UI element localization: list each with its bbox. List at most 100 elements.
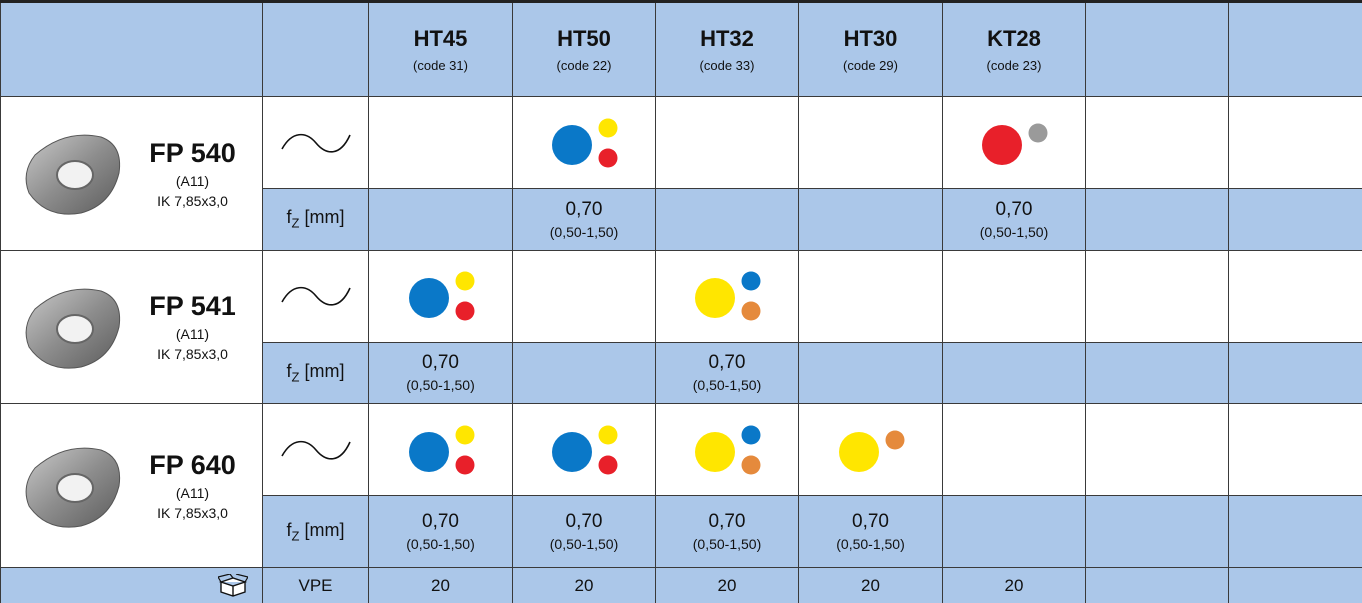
icon [695, 271, 761, 321]
table-cell: FP 640 (A11) IK 7,85x3,0 [0, 403, 263, 568]
column-name: KT28 [987, 26, 1041, 51]
table-row: HT45 (code 31) HT50 (code 22) HT32 (code 33) H… [0, 0, 1362, 97]
column-code: (code 31) [413, 58, 468, 73]
icon [695, 425, 761, 474]
table-cell: 20 [655, 567, 799, 603]
table-cell [798, 249, 943, 343]
table-row: FP 541 (A11) IK 7,85x3,0 [0, 249, 1362, 404]
table-cell: 0,70 (0,50-1,50) [368, 495, 513, 568]
table-cell [798, 96, 943, 189]
fz-symbol: f [286, 360, 292, 381]
product-spec: (A11) [175, 326, 210, 343]
product-name: FP 540 [149, 137, 236, 168]
table-row: fZ [mm] 0,70 (0,50-1,50) 0,70 (0,50-1,50) 0,7… [1, 495, 1362, 568]
fz-subscript: Z [291, 528, 300, 544]
fz-symbol: f [286, 519, 292, 540]
table-cell: 20 [942, 567, 1086, 603]
feed-range: (0,50-1,50) [692, 536, 762, 552]
fz-symbol: f [286, 207, 292, 228]
icon [25, 134, 121, 215]
footer-value: 20 [717, 576, 737, 595]
table-cell [262, 249, 369, 343]
table-cell: 0,70 (0,50-1,50) [798, 495, 943, 568]
table-cell [262, 96, 369, 189]
table-cell [942, 341, 1086, 404]
feed-value: 0,70 [852, 511, 889, 532]
table-cell [1085, 495, 1229, 568]
table-cell [262, 0, 369, 97]
table-cell [655, 96, 799, 189]
column-name: HT30 [843, 26, 898, 51]
table-cell [512, 403, 656, 496]
product-size: IK 7,85x3,0 [157, 505, 228, 521]
icon [25, 447, 121, 527]
icon [838, 430, 904, 472]
icon [408, 425, 474, 474]
table-cell: 20 [368, 567, 513, 603]
table-cell [655, 188, 799, 251]
product-spec: (A11) [175, 485, 210, 501]
fz-subscript: Z [291, 216, 300, 232]
column-code: (code 23) [986, 58, 1042, 73]
feed-value: 0,70 [565, 198, 603, 220]
table-cell [1228, 567, 1362, 603]
table-cell: KT28 (code 23) [942, 0, 1086, 97]
table-cell [1085, 403, 1229, 496]
table-cell [0, 0, 263, 97]
table-cell [1228, 403, 1362, 496]
fz-label: fZ [mm] [286, 207, 345, 231]
table-cell [942, 96, 1086, 189]
icon [982, 123, 1048, 165]
table-cell: FP 540 (A11) IK 7,85x3,0 [0, 96, 263, 251]
feed-value: 0,70 [708, 511, 746, 532]
footer-value: 20 [574, 576, 594, 595]
table-cell [368, 96, 513, 189]
table-cell [1085, 341, 1229, 404]
table-cell [1228, 188, 1362, 251]
table-cell [0, 567, 263, 603]
icon [280, 286, 351, 306]
table-cell: 0,70 (0,50-1,50) [655, 341, 799, 404]
table-cell [1085, 249, 1229, 343]
product-name: FP 640 [149, 450, 236, 480]
table-row: VPE 20 20 20 20 20 [0, 567, 1362, 603]
icon [218, 574, 248, 597]
table-cell [512, 341, 656, 404]
table-cell [942, 249, 1086, 343]
table-cell [1085, 0, 1229, 97]
table-cell [1228, 249, 1362, 343]
feed-range: (0,50-1,50) [692, 377, 762, 394]
table-cell [1085, 567, 1229, 603]
table-cell [798, 341, 943, 404]
footer-value: 20 [1004, 576, 1024, 595]
table-cell: fZ [mm] [262, 341, 369, 404]
table-cell [262, 403, 369, 496]
feed-range: (0,50-1,50) [836, 536, 905, 552]
table-cell [1228, 341, 1362, 404]
feed-value: 0,70 [565, 511, 603, 532]
product-size: IK 7,85x3,0 [157, 192, 228, 209]
table-cell: FP 541 (A11) IK 7,85x3,0 [0, 249, 263, 404]
product-spec: (A11) [175, 172, 210, 189]
table-cell [942, 403, 1086, 496]
table-cell: 0,70 (0,50-1,50) [655, 495, 799, 568]
table-cell [942, 495, 1086, 568]
table-cell: 20 [512, 567, 656, 603]
column-name: HT45 [413, 26, 468, 51]
column-name: HT50 [557, 26, 611, 51]
table-cell: HT45 (code 31) [368, 0, 513, 97]
table-cell [798, 188, 943, 251]
table-cell: 0,70 (0,50-1,50) [512, 188, 656, 251]
table-cell: 0,70 (0,50-1,50) [942, 188, 1086, 251]
icon [25, 288, 121, 369]
column-code: (code 29) [843, 58, 898, 73]
feed-value: 0,70 [708, 352, 746, 374]
fz-unit: [mm] [304, 519, 345, 540]
table-cell: fZ [mm] [262, 188, 369, 251]
column-code: (code 22) [556, 58, 612, 73]
table-cell [655, 249, 799, 343]
product-name: FP 541 [149, 291, 236, 322]
table-cell [368, 249, 513, 343]
table-cell: fZ [mm] [262, 495, 369, 568]
